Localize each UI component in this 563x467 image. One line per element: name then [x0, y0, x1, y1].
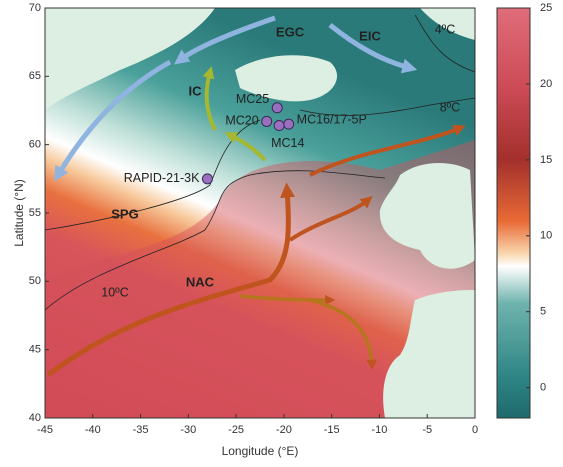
y-tick-label: 40	[29, 412, 41, 424]
x-axis-label: Longitude (°E)	[222, 444, 299, 458]
arrow-nac-branch	[288, 196, 373, 242]
land-iberia-france	[383, 290, 475, 418]
arrow-nac-north	[309, 124, 466, 177]
contour-8c	[299, 97, 475, 116]
x-tick-label: 0	[472, 424, 478, 436]
y-tick-label: 50	[29, 275, 41, 287]
station	[261, 115, 273, 127]
region-label: EIC	[359, 28, 381, 43]
station-label: MC20	[225, 114, 258, 128]
station-label: RAPID-21-3K	[124, 171, 200, 185]
arrow-ic2	[224, 132, 267, 162]
x-tick-label: -20	[276, 424, 292, 436]
land-iceland	[235, 55, 338, 102]
region-label: SPG	[111, 206, 138, 221]
colorbar-tick-label: 5	[540, 306, 546, 318]
colorbar-tick-label: 10	[540, 230, 552, 242]
station	[283, 118, 295, 130]
arrow-western	[54, 59, 172, 182]
station-label: MC25	[236, 92, 269, 106]
y-tick-label: 55	[29, 207, 41, 219]
x-tick-label: -30	[180, 424, 196, 436]
warm-water	[45, 140, 475, 418]
region-label: 8ºC	[440, 100, 461, 114]
region-label: 10ºC	[101, 285, 129, 299]
x-tick-label: -25	[228, 424, 244, 436]
y-tick-label: 65	[29, 70, 41, 82]
x-tick-label: -35	[133, 424, 149, 436]
colorbar-tick-label: 25	[540, 2, 552, 14]
x-tick-label: -10	[371, 424, 387, 436]
station	[273, 120, 285, 132]
y-tick-label: 70	[29, 2, 41, 14]
contour-4c	[414, 14, 475, 73]
y-tick-label: 45	[29, 344, 41, 356]
y-axis-label: Latitude (°N)	[12, 179, 26, 247]
arrow-nac-south	[309, 298, 377, 371]
land-norway	[420, 8, 475, 40]
arrow-nac-east	[239, 294, 336, 306]
arrow-nac	[46, 182, 296, 377]
station	[271, 102, 283, 114]
contour-10c	[45, 170, 386, 311]
region-label: NAC	[186, 274, 215, 289]
arrow-ic	[202, 66, 217, 131]
x-tick-label: -15	[324, 424, 340, 436]
x-tick-label: -5	[422, 424, 432, 436]
x-tick-label: -45	[37, 424, 53, 436]
region-label: EGC	[276, 24, 305, 39]
land-british-isles	[379, 163, 475, 269]
arrow-egc	[173, 15, 276, 65]
x-tick-label: -40	[85, 424, 101, 436]
colorbar-tick-label: 20	[540, 78, 552, 90]
station	[201, 173, 213, 185]
land-greenland	[45, 8, 215, 110]
colorbar-tick-label: 15	[540, 154, 552, 166]
arrow-eic	[328, 23, 418, 74]
region-label: IC	[189, 83, 203, 98]
station-label: MC16/17-5P	[297, 112, 367, 126]
colorbar-tick-label: 0	[540, 382, 546, 394]
station-label: MC14	[271, 136, 304, 150]
y-tick-label: 60	[29, 139, 41, 151]
map-area	[45, 8, 475, 418]
colorbar	[496, 7, 531, 419]
region-label: 4ºC	[435, 22, 456, 36]
